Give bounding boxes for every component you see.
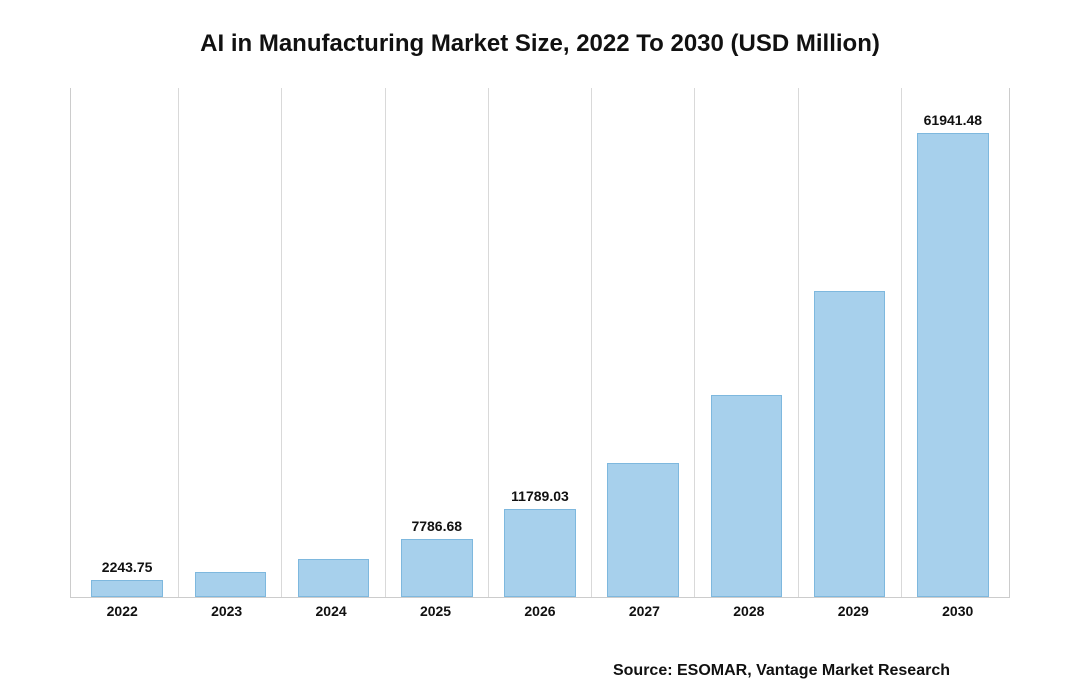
bar: 11789.03 xyxy=(504,509,576,597)
bar-value-label: 2243.75 xyxy=(102,559,153,575)
bar xyxy=(711,395,783,597)
bar-column xyxy=(694,88,797,597)
x-tick-label: 2024 xyxy=(279,603,383,628)
bar: 2243.75 xyxy=(91,580,163,597)
x-tick-label: 2026 xyxy=(488,603,592,628)
x-tick-label: 2030 xyxy=(906,603,1010,628)
plot-region: 2243.75 7786.68 11789.03 61941.48 xyxy=(70,88,1010,598)
bar-column: 61941.48 xyxy=(901,88,1004,597)
x-tick-label: 2028 xyxy=(697,603,801,628)
x-tick-label: 2029 xyxy=(801,603,905,628)
bar-column: 7786.68 xyxy=(385,88,488,597)
chart-area: 2243.757786.6811789.0361941.48 202220232… xyxy=(40,88,1040,658)
bar xyxy=(607,463,679,597)
x-tick-label: 2027 xyxy=(592,603,696,628)
source-attribution: Source: ESOMAR, Vantage Market Research xyxy=(40,662,1040,680)
chart-title: AI in Manufacturing Market Size, 2022 To… xyxy=(40,30,1040,58)
bar-column: 2243.75 xyxy=(76,88,178,597)
bar-column xyxy=(591,88,694,597)
bar-column xyxy=(798,88,901,597)
bar-column xyxy=(178,88,281,597)
bar-column: 11789.03 xyxy=(488,88,591,597)
bar-value-label: 61941.48 xyxy=(924,112,982,128)
bar xyxy=(195,572,267,597)
bar-column xyxy=(281,88,384,597)
bar-value-label: 7786.68 xyxy=(411,518,462,534)
bar-value-label: 11789.03 xyxy=(511,488,569,504)
bar xyxy=(814,291,886,597)
x-axis: 202220232024202520262027202820292030 xyxy=(70,603,1010,628)
bar xyxy=(298,559,370,597)
x-tick-label: 2025 xyxy=(383,603,487,628)
bar: 61941.48 xyxy=(917,133,989,597)
bar: 7786.68 xyxy=(401,539,473,597)
x-tick-label: 2022 xyxy=(70,603,174,628)
x-tick-label: 2023 xyxy=(174,603,278,628)
